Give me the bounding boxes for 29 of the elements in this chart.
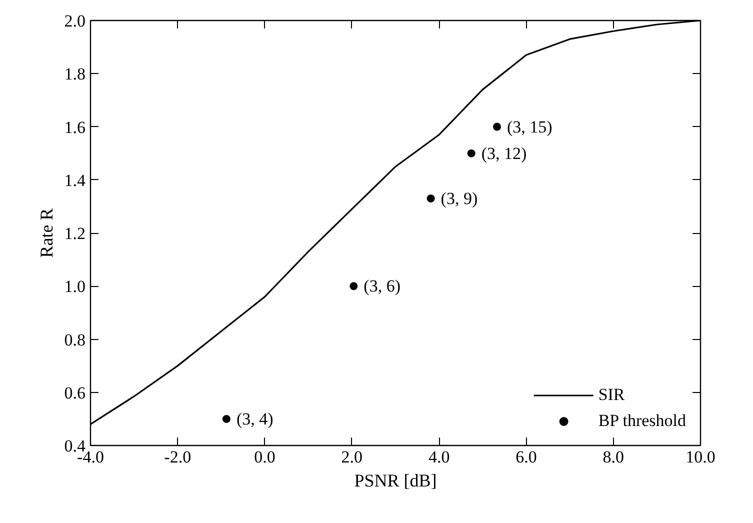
x-tick-label: 6.0 xyxy=(516,448,537,466)
legend-label: SIR xyxy=(598,385,625,405)
y-tick-label: 1.2 xyxy=(64,224,86,243)
legend-label: BP threshold xyxy=(598,411,686,431)
y-axis-title: Rate R xyxy=(36,208,56,258)
point xyxy=(350,282,358,290)
y-tick-label: 1.6 xyxy=(64,118,86,137)
y-tick-label: 1.0 xyxy=(64,277,86,296)
y-tick-label: 0.6 xyxy=(64,383,86,402)
y-tick-label: 1.8 xyxy=(64,64,86,84)
y-tick-label: 2.0 xyxy=(64,12,86,30)
annotation: (3, 15) xyxy=(507,117,552,136)
y-tick-label: 1.4 xyxy=(64,170,86,190)
point xyxy=(467,149,476,158)
x-tick-label: 8.0 xyxy=(602,448,624,466)
point xyxy=(493,122,502,131)
point xyxy=(426,194,435,202)
x-tick-label: 2.0 xyxy=(341,448,363,466)
x-tick-label: 0.0 xyxy=(254,448,276,466)
point xyxy=(222,414,230,423)
y-tick-label: 0.8 xyxy=(64,330,86,350)
annotation: (3, 6) xyxy=(364,276,400,296)
annotation: (3, 12) xyxy=(481,144,527,163)
annotation: (3, 4) xyxy=(236,409,274,428)
annotation: (3, 9) xyxy=(440,188,478,208)
x-tick-label: 10.0 xyxy=(686,448,716,466)
x-tick-label: -2.0 xyxy=(164,448,192,466)
x-tick-label: 4.0 xyxy=(428,448,450,466)
x-axis-title: PSNR [dB] xyxy=(354,470,437,490)
